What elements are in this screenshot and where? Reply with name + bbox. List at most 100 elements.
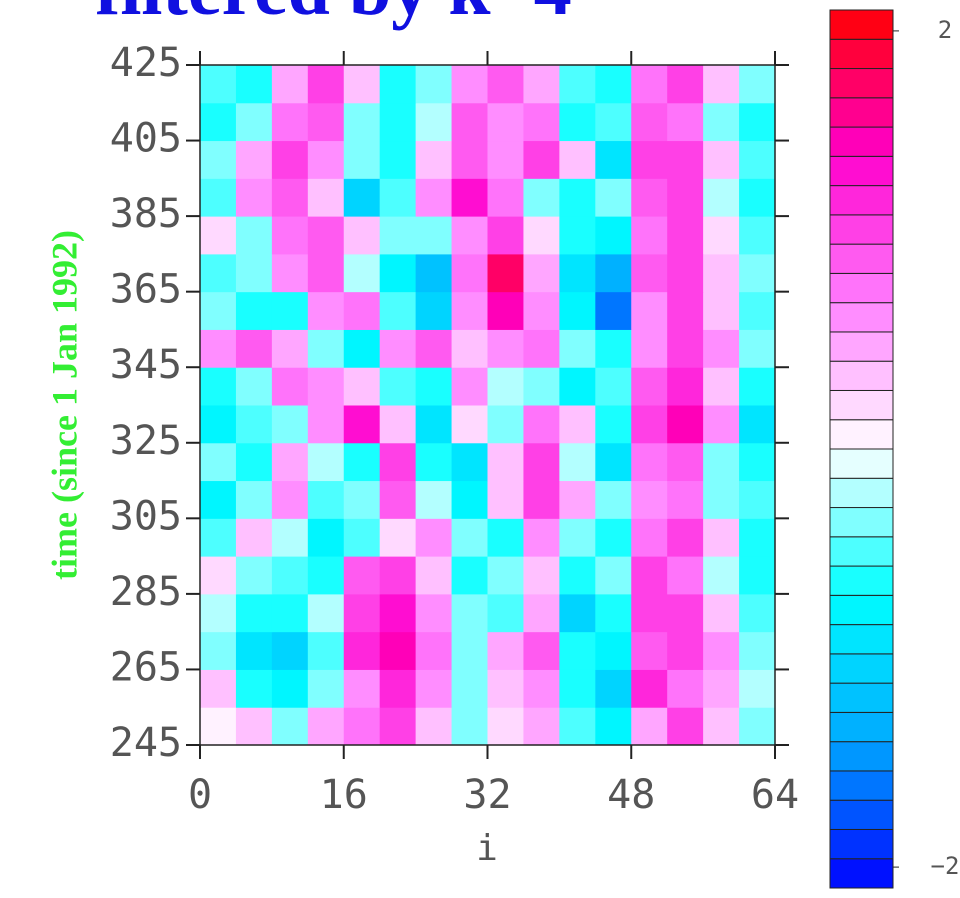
y-axis-label: time (since 1 Jan 1992) [44, 230, 84, 580]
heat-cell [667, 669, 704, 708]
heat-cell [703, 102, 740, 142]
heat-cell [415, 65, 453, 104]
colorbar-band [829, 828, 894, 860]
colorbar-band [829, 185, 894, 216]
colorbar-band [829, 536, 894, 567]
heat-cell [559, 216, 596, 255]
heat-cell [271, 65, 309, 104]
heat-cell [200, 140, 237, 179]
heat-cell [595, 556, 632, 595]
heat-cell [235, 291, 273, 330]
heat-cell [307, 669, 345, 708]
heat-cell [271, 405, 309, 444]
heat-cell [379, 216, 417, 255]
colorbar-band [829, 858, 894, 889]
heat-cell [200, 367, 237, 406]
colorbar-band [829, 711, 894, 743]
heat-cell [415, 593, 453, 633]
colorbar-band [829, 624, 894, 655]
heat-cell [487, 367, 524, 406]
heat-cell [559, 253, 596, 293]
heat-cell [559, 291, 596, 330]
heat-cell [631, 216, 668, 255]
heat-cell [559, 593, 596, 633]
heat-cell [271, 178, 309, 217]
heat-cell [307, 707, 345, 746]
heat-cell [343, 480, 381, 519]
y-tick-label: 265 [110, 644, 182, 690]
heat-cell [559, 329, 596, 368]
heat-cell [703, 593, 740, 633]
heat-cell [487, 291, 524, 330]
heat-cell [739, 669, 776, 708]
heat-cell [487, 631, 524, 670]
heat-cell [200, 707, 237, 746]
heat-cell [451, 631, 488, 670]
heat-cell [307, 405, 345, 444]
heat-cell [343, 178, 381, 217]
heat-cell [631, 140, 668, 179]
heat-cell [307, 518, 345, 557]
heat-cell [703, 480, 740, 519]
heat-cell [487, 140, 524, 179]
heat-cell [487, 329, 524, 368]
heat-cell [415, 367, 453, 406]
heat-cell [451, 669, 488, 708]
heat-cell [379, 65, 417, 104]
heat-cell [523, 631, 560, 670]
colorbar-band [829, 682, 894, 713]
heat-cell [307, 291, 345, 330]
heat-cell [523, 178, 560, 217]
heat-cell [343, 631, 381, 670]
heat-cell [703, 178, 740, 217]
heat-cell [523, 518, 560, 557]
heat-cell [451, 518, 488, 557]
heat-cell [235, 178, 273, 217]
y-tick-label: 325 [110, 418, 182, 464]
heat-cell [523, 669, 560, 708]
heat-cell [739, 442, 776, 482]
heat-cell [739, 631, 776, 670]
heat-cell [631, 593, 668, 633]
heat-cell [200, 631, 237, 670]
heat-cell [451, 593, 488, 633]
heat-cell [739, 65, 776, 104]
heat-cell [235, 518, 273, 557]
heat-cell [271, 707, 309, 746]
heat-cell [235, 216, 273, 255]
heat-cell [523, 556, 560, 595]
y-tick-label: 405 [110, 116, 182, 162]
heat-cell [487, 405, 524, 444]
heat-cell [559, 480, 596, 519]
heat-cell [667, 556, 704, 595]
heat-cell [631, 367, 668, 406]
y-tick-label: 425 [110, 40, 182, 86]
heat-cell [667, 518, 704, 557]
heat-cell [415, 707, 453, 746]
heat-cell [523, 367, 560, 406]
heat-cell [631, 253, 668, 293]
heat-cell [487, 669, 524, 708]
heat-cell [200, 669, 237, 708]
heat-cell [739, 593, 776, 633]
heat-cell [631, 556, 668, 595]
colorbar-band [829, 9, 894, 40]
heat-cell [415, 442, 453, 482]
heat-cell [379, 253, 417, 293]
heat-cell [559, 518, 596, 557]
heat-cell [379, 707, 417, 746]
heat-cell [343, 669, 381, 708]
heat-cell [739, 329, 776, 368]
heat-cell [415, 253, 453, 293]
heat-cell [271, 102, 309, 142]
heat-cell [235, 480, 273, 519]
heat-cell [307, 631, 345, 670]
heat-cell [307, 140, 345, 179]
heat-cell [559, 65, 596, 104]
heat-cell [415, 178, 453, 217]
colorbar-tick-label: 2 [938, 16, 952, 44]
heat-cell [559, 405, 596, 444]
colorbar-band [829, 594, 894, 626]
heat-cell [415, 405, 453, 444]
heat-cell [379, 329, 417, 368]
